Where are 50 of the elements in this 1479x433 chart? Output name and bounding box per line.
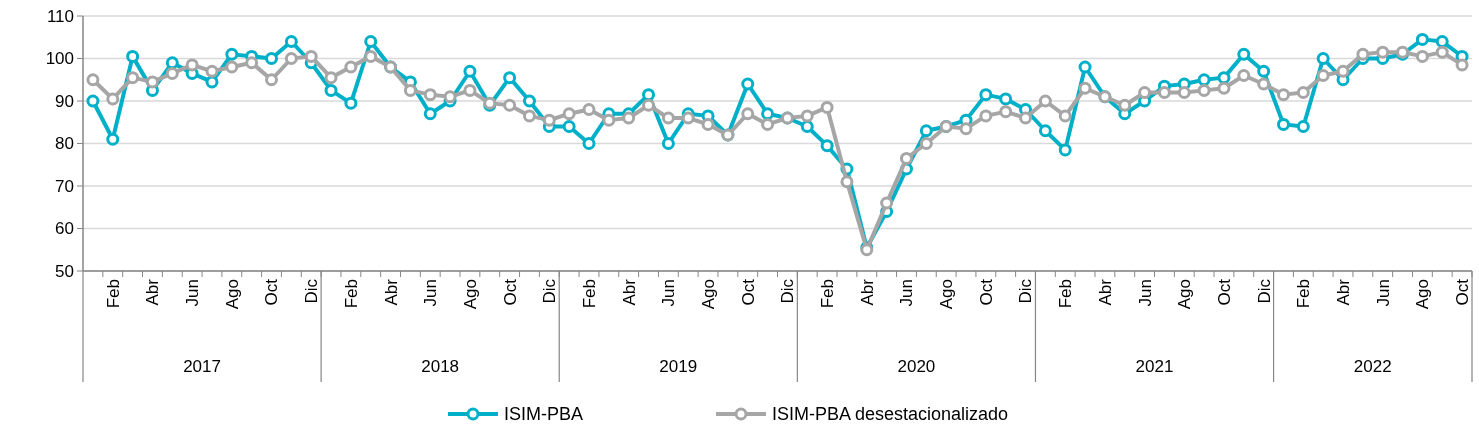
x-tick-label: Oct xyxy=(500,278,520,306)
x-tick-label: Jun xyxy=(659,279,679,307)
x-tick-label: Jun xyxy=(1373,279,1393,307)
x-tick-label: Dic xyxy=(302,278,322,304)
y-tick-label: 110 xyxy=(46,6,74,26)
x-tick-label: Feb xyxy=(1056,279,1076,309)
x-tick-label: Ago xyxy=(222,279,242,310)
x-tick-label: Oct xyxy=(976,278,996,306)
x-tick-label: Feb xyxy=(1294,279,1314,309)
x-tick-label: Dic xyxy=(1254,278,1274,304)
text: 2021 xyxy=(1135,357,1174,376)
x-tick-label: Ago xyxy=(699,279,718,310)
x-tick-label: Jun xyxy=(1135,279,1155,307)
x-tick-label: Jun xyxy=(183,279,203,307)
x-tick-label: Ago xyxy=(1175,279,1195,310)
x-tick-label: Oct xyxy=(738,278,758,306)
x-tick-label: Ago xyxy=(460,279,480,310)
y-tick-label: 80 xyxy=(55,134,74,154)
legend-label: ISIM-PBA desestacionalizado xyxy=(772,404,1009,425)
x-tick-label: Abr xyxy=(619,278,639,306)
x-tick-label: Feb xyxy=(103,279,123,309)
x-tick-label: Oct xyxy=(1214,278,1234,306)
x-tick-label: Feb xyxy=(579,279,599,309)
x-tick-label: Dic xyxy=(540,278,560,304)
x-tick-label: Abr xyxy=(857,278,877,306)
x-tick-label: Abr xyxy=(1333,278,1353,306)
x-tick-label: Oct xyxy=(1453,278,1473,306)
y-tick-label: 100 xyxy=(45,49,74,69)
y-tick-label: 70 xyxy=(55,176,74,196)
text: 2020 xyxy=(897,357,936,376)
x-tick-label: Ago xyxy=(937,279,957,310)
x-tick-label: Oct xyxy=(262,278,282,306)
x-tick-label: Dic xyxy=(778,278,798,304)
text: 2022 xyxy=(1353,357,1392,376)
x-tick-label: Dic xyxy=(1016,278,1036,304)
x-tick-label: Jun xyxy=(421,279,441,307)
legend-label: ISIM-PBA xyxy=(504,404,584,425)
y-tick-label: 90 xyxy=(55,91,74,111)
x-tick-label: Abr xyxy=(1095,278,1115,306)
y-tick-label: 50 xyxy=(55,261,74,281)
x-tick-label: Feb xyxy=(341,279,361,309)
x-tick-label: Abr xyxy=(143,278,163,306)
x-tick-label: Feb xyxy=(818,279,838,309)
text: 2019 xyxy=(659,357,698,376)
text: 2018 xyxy=(421,357,460,376)
y-tick-label: 60 xyxy=(55,219,74,239)
x-tick-label: Abr xyxy=(381,278,401,306)
text: 2017 xyxy=(183,357,221,376)
x-tick-label: Jun xyxy=(897,279,917,307)
x-tick-label: Ago xyxy=(1413,279,1433,310)
